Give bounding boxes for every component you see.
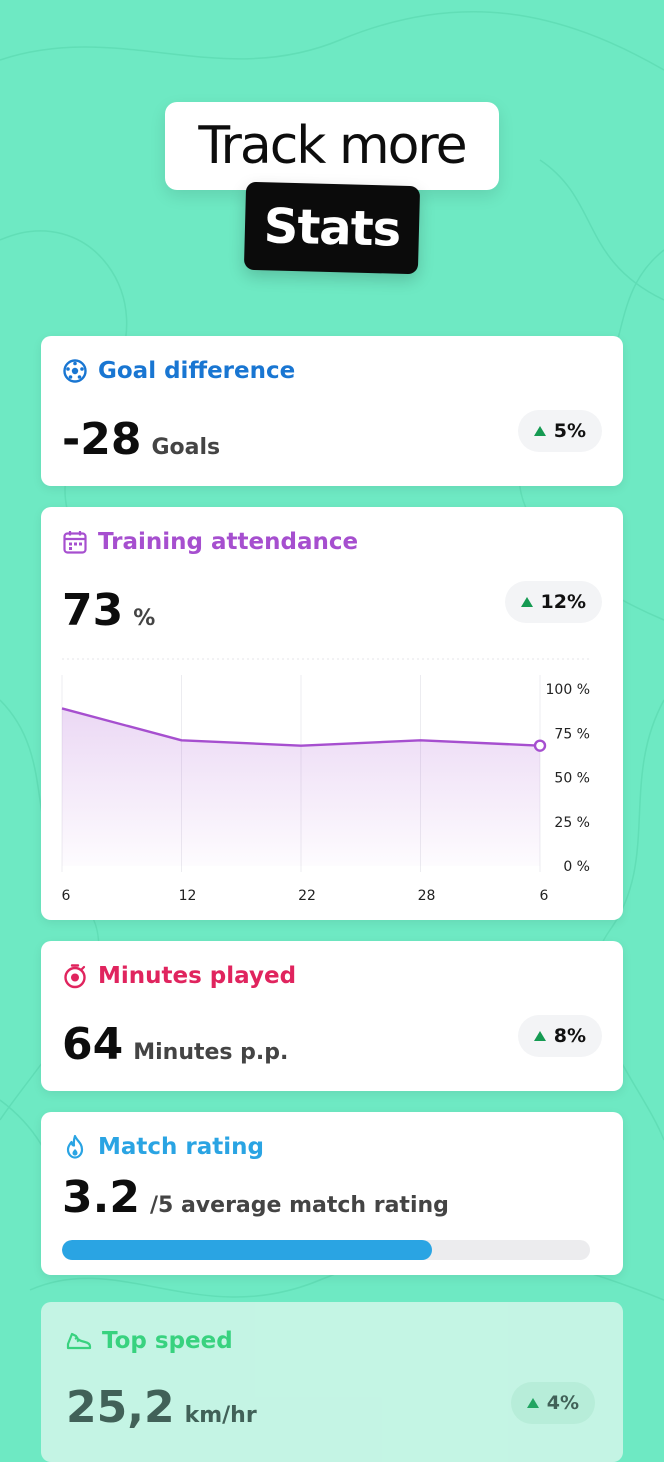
match-rating-unit: /5 average match rating [149, 1193, 449, 1218]
goal-difference-change-badge: 5% [517, 410, 602, 452]
chart-area [62, 708, 540, 866]
chart-x-tick-3: 28 [418, 888, 436, 904]
minutes-played-change: 8% [553, 1025, 586, 1047]
chart-x-tick-4: 6 [540, 888, 549, 904]
training-attendance-unit: % [133, 606, 156, 631]
trend-up-icon [520, 597, 533, 607]
goal-difference-header: Goal difference [62, 358, 295, 384]
goal-difference-value-row: -28 Goals [62, 414, 220, 465]
minutes-played-change-badge: 8% [517, 1015, 602, 1057]
chart-x-tick-0: 6 [62, 888, 71, 904]
top-speed-card[interactable]: Top speed 25,2 km/hr 4% [41, 1302, 623, 1462]
chart-y-tick-1: 25 % [554, 815, 590, 831]
flame-icon [66, 1134, 84, 1159]
chart-x-tick-2: 22 [298, 888, 316, 904]
match-rating-card[interactable]: Match rating 3.2 /5 average match rating [41, 1112, 623, 1275]
match-rating-value: 3.2 [62, 1172, 140, 1223]
minutes-played-unit: Minutes p.p. [133, 1040, 289, 1065]
training-attendance-title: Training attendance [98, 529, 359, 555]
match-rating-progress-fill [62, 1240, 432, 1260]
top-speed-value-row: 25,2 km/hr [66, 1382, 257, 1433]
minutes-played-title: Minutes played [98, 963, 297, 989]
goal-difference-change: 5% [553, 420, 586, 442]
training-attendance-header: Training attendance [62, 529, 358, 555]
chart-x-tick-1: 12 [179, 888, 197, 904]
trend-up-icon [526, 1398, 539, 1408]
chart-series-line [61, 707, 541, 747]
top-speed-change: 4% [546, 1392, 579, 1414]
match-rating-value-row: 3.2 /5 average match rating [62, 1172, 449, 1223]
training-attendance-change: 12% [540, 591, 586, 613]
chart-y-tick-3: 75 % [554, 726, 590, 742]
attendance-chart: 6 12 22 28 6 0 % 25 % 50 % 75 % 100 % [61, 658, 590, 904]
minutes-played-value: 64 [62, 1019, 124, 1070]
top-speed-change-badge: 4% [510, 1382, 595, 1424]
training-attendance-value: 73 [62, 585, 124, 636]
top-speed-unit: km/hr [184, 1403, 257, 1428]
top-speed-header: Top speed [66, 1328, 233, 1354]
hero-subtitle: Stats [243, 181, 421, 275]
goal-difference-title: Goal difference [98, 358, 296, 384]
trend-up-icon [533, 426, 546, 436]
top-speed-value: 25,2 [66, 1382, 175, 1433]
training-attendance-card[interactable]: Training attendance 73 % 12% 6 12 22 28 6 0 %… [41, 507, 623, 920]
soccer-ball-icon [63, 359, 87, 383]
chart-y-tick-2: 50 % [554, 771, 590, 787]
goal-difference-unit: Goals [151, 435, 221, 460]
minutes-played-header: Minutes played [62, 963, 296, 989]
match-rating-header: Match rating [62, 1134, 264, 1160]
match-rating-title: Match rating [98, 1134, 264, 1160]
goal-difference-card[interactable]: Goal difference -28 Goals 5% [41, 336, 623, 486]
minutes-played-value-row: 64 Minutes p.p. [62, 1019, 288, 1070]
chart-y-tick-4: 100 % [546, 682, 590, 698]
training-attendance-change-badge: 12% [504, 581, 602, 623]
trend-up-icon [533, 1031, 546, 1041]
minutes-played-card[interactable]: Minutes played 64 Minutes p.p. 8% [41, 941, 623, 1091]
hero-title: Track more [165, 102, 499, 190]
match-rating-progress-track [62, 1240, 590, 1260]
chart-y-tick-0: 0 % [563, 859, 590, 875]
goal-difference-value: -28 [62, 414, 142, 465]
shoe-icon [66, 1332, 92, 1350]
calendar-icon [63, 531, 87, 554]
training-attendance-value-row: 73 % [62, 585, 155, 636]
stopwatch-icon [64, 964, 86, 989]
chart-endpoint [533, 739, 547, 752]
top-speed-title: Top speed [102, 1328, 233, 1354]
